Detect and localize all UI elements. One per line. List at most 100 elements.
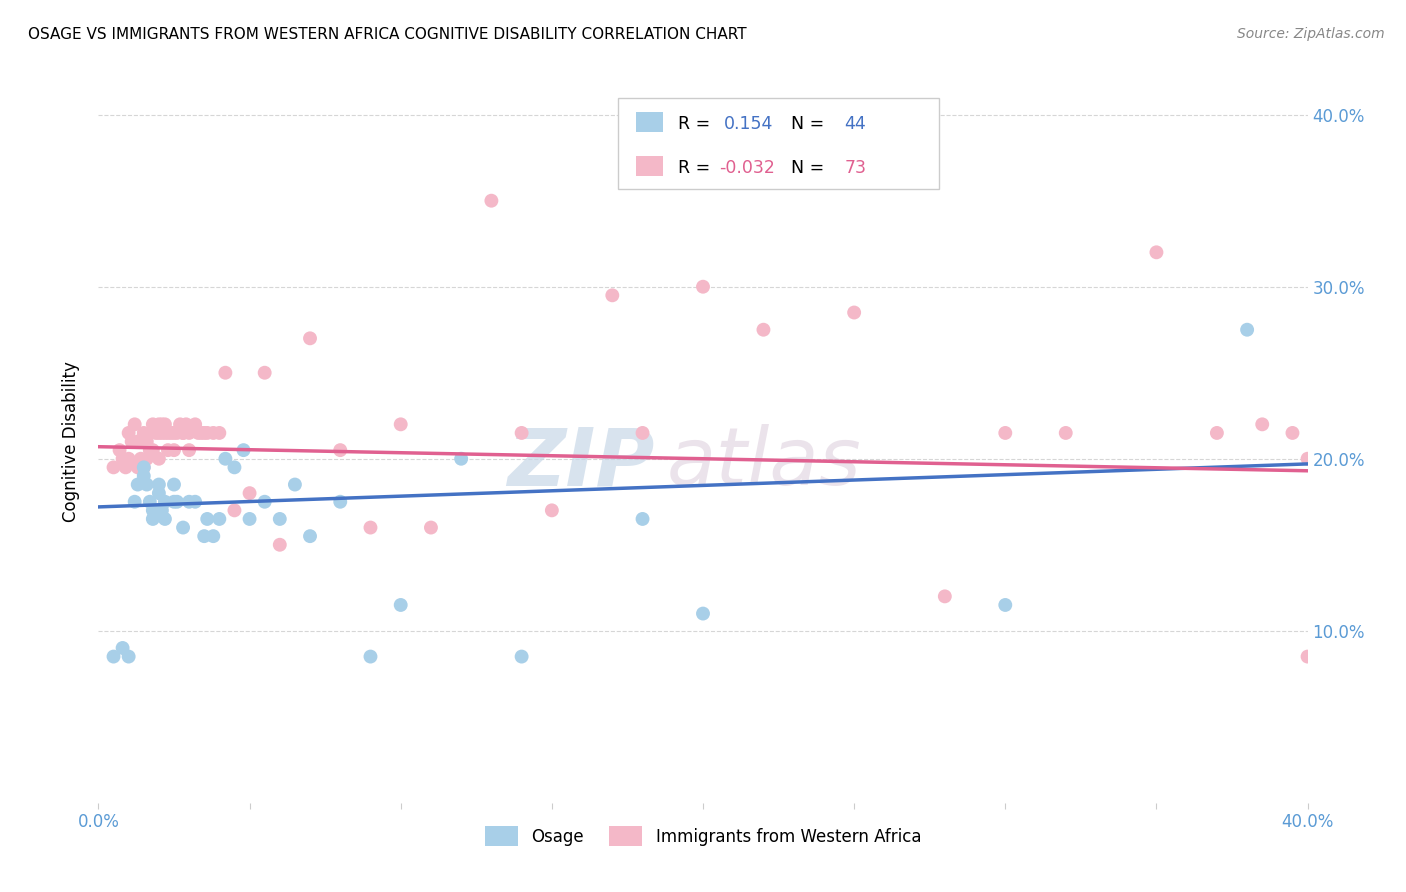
Point [299, 529, 322, 543]
Point [184, 494, 207, 508]
Point [389, 598, 412, 612]
Point [145, 503, 167, 517]
Point [172, 425, 194, 440]
FancyBboxPatch shape [637, 112, 664, 132]
Point [132, 469, 155, 483]
Point [1296, 649, 1319, 664]
Point [994, 598, 1017, 612]
Point [163, 425, 186, 440]
Point [329, 494, 352, 508]
Point [129, 451, 152, 466]
Point [179, 494, 201, 508]
Point [150, 503, 173, 517]
Point [148, 417, 170, 432]
Point [224, 503, 246, 517]
Point [103, 460, 125, 475]
Point [179, 443, 201, 458]
Point [148, 451, 170, 466]
Text: Source: ZipAtlas.com: Source: ZipAtlas.com [1237, 27, 1385, 41]
Point [360, 649, 382, 664]
Point [239, 512, 262, 526]
Text: -0.032: -0.032 [718, 159, 775, 178]
Point [142, 503, 165, 517]
Point [329, 443, 352, 458]
Point [153, 494, 176, 508]
Point [142, 443, 165, 458]
Point [540, 503, 562, 517]
Point [153, 425, 176, 440]
Point [139, 443, 162, 458]
Y-axis label: Cognitive Disability: Cognitive Disability [62, 361, 80, 522]
Point [692, 279, 714, 293]
Point [127, 434, 149, 449]
Point [150, 425, 173, 440]
Point [148, 486, 170, 500]
Point [135, 434, 157, 449]
Point [132, 425, 155, 440]
Point [103, 649, 125, 664]
Legend: Osage, Immigrants from Western Africa: Osage, Immigrants from Western Africa [478, 820, 928, 852]
Point [179, 425, 201, 440]
Point [169, 417, 191, 432]
Point [118, 451, 141, 466]
Point [602, 288, 624, 302]
Point [190, 425, 212, 440]
Text: N =: N = [780, 159, 830, 178]
Point [172, 425, 194, 440]
Point [1054, 425, 1077, 440]
Point [202, 529, 225, 543]
Point [1236, 323, 1258, 337]
Point [111, 451, 134, 466]
Point [127, 477, 149, 491]
Point [184, 417, 207, 432]
FancyBboxPatch shape [637, 156, 664, 177]
Text: 44: 44 [845, 115, 866, 133]
Point [420, 520, 443, 534]
Point [193, 529, 215, 543]
Point [139, 494, 162, 508]
Point [195, 425, 218, 440]
Point [163, 443, 186, 458]
Point [934, 590, 956, 604]
Point [214, 366, 236, 380]
Point [124, 494, 146, 508]
Point [692, 607, 714, 621]
Point [193, 425, 215, 440]
Point [510, 425, 533, 440]
Text: R =: R = [678, 159, 716, 178]
Point [631, 425, 654, 440]
Point [994, 425, 1017, 440]
Point [253, 366, 276, 380]
Point [481, 194, 503, 208]
Point [253, 494, 276, 508]
Point [114, 460, 136, 475]
Point [214, 451, 236, 466]
Point [111, 640, 134, 655]
Point [299, 331, 322, 345]
Point [139, 425, 162, 440]
Point [202, 425, 225, 440]
Point [844, 305, 866, 319]
Point [118, 425, 141, 440]
Point [1251, 417, 1274, 432]
Point [153, 417, 176, 432]
Point [156, 443, 179, 458]
Point [142, 512, 165, 526]
Point [174, 417, 197, 432]
Point [132, 460, 155, 475]
Point [389, 417, 412, 432]
Point [631, 512, 654, 526]
Point [232, 443, 254, 458]
Point [1206, 425, 1229, 440]
Point [172, 520, 194, 534]
Point [160, 425, 183, 440]
Point [135, 451, 157, 466]
Point [360, 520, 382, 534]
Point [208, 512, 231, 526]
Point [166, 425, 188, 440]
Point [148, 477, 170, 491]
Point [163, 477, 186, 491]
Point [127, 460, 149, 475]
Point [752, 323, 775, 337]
Point [153, 512, 176, 526]
